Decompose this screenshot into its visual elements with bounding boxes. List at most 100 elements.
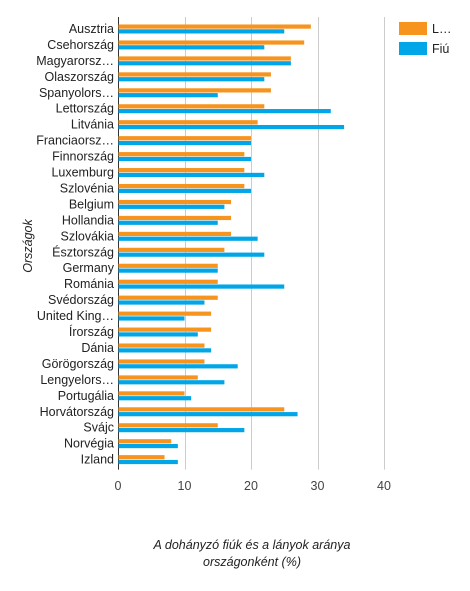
bar-lany[interactable] [118, 327, 212, 332]
bar-lany[interactable] [118, 183, 245, 189]
bar-fiu[interactable] [118, 77, 265, 82]
bar-lany[interactable] [118, 375, 198, 380]
bar-fiu[interactable] [118, 220, 218, 225]
category-label: Portugália [58, 389, 114, 403]
bar-fiu[interactable] [118, 459, 178, 465]
legend[interactable]: L… Fiú [399, 22, 451, 56]
category-label: Lengyelors… [40, 373, 114, 387]
bar-lany[interactable] [118, 391, 185, 396]
bar-lany[interactable] [118, 120, 258, 125]
bar-fiu[interactable] [118, 316, 185, 321]
bar-lany[interactable] [118, 423, 218, 428]
bar-lany[interactable] [118, 56, 291, 61]
bar-fiu[interactable] [118, 284, 285, 289]
bar-fiu[interactable] [118, 443, 178, 449]
x-tick-label: 30 [311, 479, 325, 493]
bar-lany[interactable] [118, 343, 205, 348]
bar-fiu[interactable] [118, 364, 238, 369]
bar-fiu[interactable] [118, 412, 298, 417]
category-label: Germany [63, 261, 115, 275]
bar-lany[interactable] [118, 231, 232, 237]
bar-fiu[interactable] [118, 332, 198, 337]
bar-lany[interactable] [118, 359, 205, 364]
category-label: Norvégia [64, 437, 114, 451]
bar-lany[interactable] [118, 72, 271, 77]
category-label: Svájc [83, 421, 114, 435]
category-label: Észtország [52, 244, 114, 259]
bar-lany[interactable] [118, 279, 218, 284]
category-label: Franciaorsz… [36, 134, 114, 148]
bar-lany[interactable] [118, 455, 165, 460]
category-label: Szlovénia [60, 181, 114, 195]
bar-lany[interactable] [118, 311, 212, 316]
bar-lany[interactable] [118, 24, 311, 29]
bar-fiu[interactable] [118, 268, 218, 273]
bar-fiu[interactable] [118, 396, 192, 401]
bar-fiu[interactable] [118, 93, 218, 98]
bar-lany[interactable] [118, 40, 305, 45]
bar-fiu[interactable] [118, 204, 225, 209]
category-label: Lettország [56, 102, 114, 116]
bar-lany[interactable] [118, 152, 245, 157]
bar-fiu[interactable] [118, 428, 245, 433]
x-axis-title-line-2: országonként (%) [203, 555, 301, 569]
category-label: Svédország [48, 293, 114, 307]
category-label: Görögország [42, 357, 114, 371]
bar-fiu[interactable] [118, 156, 252, 162]
x-axis-title-line-1: A dohányzó fiúk és a lányok aránya [153, 538, 351, 552]
bar-fiu[interactable] [118, 45, 265, 50]
category-label: Finnország [52, 150, 114, 164]
bar-lany[interactable] [118, 263, 218, 268]
bar-fiu[interactable] [118, 300, 205, 305]
bar-fiu[interactable] [118, 188, 252, 193]
legend-swatch [399, 42, 427, 55]
bar-group [118, 24, 345, 465]
category-label: Hollandia [62, 213, 114, 227]
x-tick-label: 0 [115, 479, 122, 493]
x-tick-label: 20 [244, 479, 258, 493]
bar-lany[interactable] [118, 439, 172, 444]
category-label: Ausztria [69, 22, 114, 36]
bar-lany[interactable] [118, 247, 225, 252]
category-label: Dánia [81, 341, 114, 355]
category-label: Luxemburg [51, 166, 114, 180]
bar-fiu[interactable] [118, 109, 331, 114]
bar-fiu[interactable] [118, 236, 258, 241]
bar-lany[interactable] [118, 88, 271, 93]
bar-fiu[interactable] [118, 348, 212, 353]
bar-fiu[interactable] [118, 29, 285, 34]
category-label: Izland [81, 453, 114, 467]
x-tick-labels: 0 10 20 30 40 [115, 479, 391, 493]
category-label: Belgium [69, 197, 114, 211]
category-label: United King… [37, 309, 114, 323]
bar-fiu[interactable] [118, 140, 252, 146]
category-label: Olaszország [45, 70, 115, 84]
bar-lany[interactable] [118, 199, 232, 205]
bar-fiu[interactable] [118, 252, 265, 257]
bar-lany[interactable] [118, 136, 252, 141]
bar-fiu[interactable] [118, 61, 291, 66]
category-label: Csehország [47, 38, 114, 52]
x-tick-label: 40 [377, 479, 391, 493]
bar-lany[interactable] [118, 215, 232, 221]
category-label: Szlovákia [61, 229, 115, 243]
category-label: Horvátország [40, 405, 114, 419]
legend-label: Fiú [432, 42, 449, 56]
x-tick-label: 10 [178, 479, 192, 493]
category-labels: Ausztria Csehország Magyarorsz… Olaszország… [36, 22, 115, 467]
bar-lany[interactable] [118, 168, 245, 173]
bar-lany[interactable] [118, 104, 265, 109]
gridlines [118, 17, 385, 470]
bar-fiu[interactable] [118, 124, 345, 130]
bar-lany[interactable] [118, 407, 285, 412]
category-label: Románia [64, 277, 114, 291]
category-label: Írország [69, 324, 114, 339]
y-axis-title: Országok [21, 219, 35, 273]
category-label: Magyarorsz… [36, 54, 114, 68]
bar-fiu[interactable] [118, 172, 265, 178]
bar-fiu[interactable] [118, 380, 225, 385]
category-label: Litvánia [71, 118, 114, 132]
bar-lany[interactable] [118, 295, 218, 300]
legend-label: L… [432, 22, 451, 36]
